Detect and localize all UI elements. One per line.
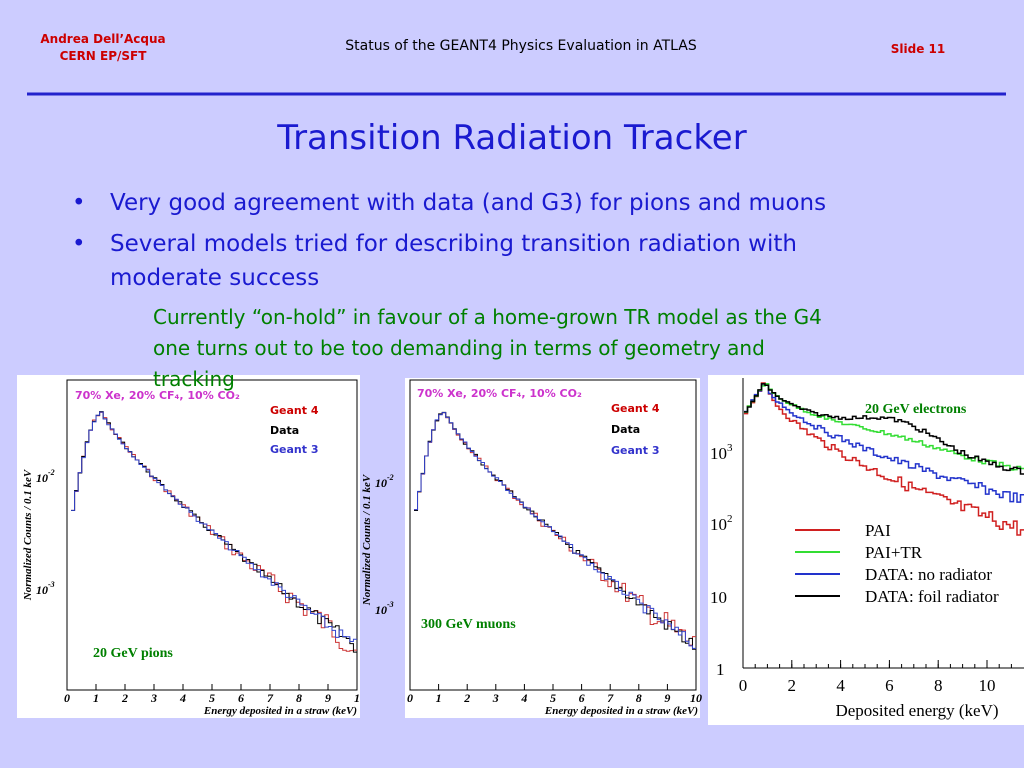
legend-entry: Geant 4 (611, 402, 660, 415)
bullet-dot: • (72, 231, 86, 257)
y-tick-label: 102 (710, 513, 733, 534)
x-tick-label: 4 (179, 691, 186, 705)
y-tick-label: 103 (710, 442, 733, 463)
x-tick-label: 10 (979, 676, 996, 695)
y-axis-label: Normalized Counts / 0.1 keV (22, 468, 34, 601)
note-line: tracking (153, 367, 235, 391)
x-tick-label: 0 (739, 676, 748, 695)
x-tick-label: 2 (463, 691, 470, 705)
plot-panel: 70% Xe, 20% CF₄, 10% CO₂ Geant 4 Data Ge… (361, 378, 702, 718)
x-tick-label: 6 (579, 691, 585, 705)
legend-entry: Data (270, 424, 299, 437)
bullet: Several models tried for describing tran… (110, 231, 797, 257)
y-tick-label: 1 (716, 660, 725, 679)
author: Andrea Dell’Acqua (40, 32, 165, 46)
legend-entry: Geant 4 (270, 404, 319, 417)
x-axis-label: Energy deposited in a straw (keV) (203, 705, 357, 717)
histogram (71, 411, 357, 643)
x-tick-label: 0 (64, 691, 70, 705)
x-tick-label: 8 (636, 691, 642, 705)
annotation: 20 GeV pions (93, 646, 173, 661)
x-tick-label: 10 (690, 691, 702, 705)
y-tick-label: 10-3 (375, 600, 394, 617)
legend-entry: DATA: no radiator (865, 565, 992, 584)
x-tick-label: 7 (267, 691, 274, 705)
x-tick-label: 3 (150, 691, 157, 705)
histogram (744, 382, 1024, 536)
annotation: 300 GeV muons (421, 617, 516, 632)
y-tick-label: 10-2 (36, 468, 55, 485)
x-tick-label: 7 (607, 691, 614, 705)
legend-entry: Geant 3 (270, 443, 319, 456)
y-tick-label: 10 (710, 588, 727, 607)
x-tick-label: 1 (354, 691, 360, 705)
x-tick-label: 2 (121, 691, 128, 705)
histogram (744, 383, 1024, 475)
note-line: one turns out to be too demanding in ter… (153, 336, 765, 360)
histogram (744, 383, 1024, 503)
header-title: Status of the GEANT4 Physics Evaluation … (345, 38, 697, 54)
x-tick-label: 5 (550, 691, 556, 705)
gas-label: 70% Xe, 20% CF₄, 10% CO₂ (417, 387, 582, 400)
x-axis-label: Energy deposited in a straw (keV) (544, 705, 698, 717)
x-tick-label: 9 (664, 691, 670, 705)
panel-bg (405, 378, 700, 718)
legend-entry: DATA: foil radiator (865, 587, 999, 606)
x-tick-label: 2 (788, 676, 797, 695)
x-tick-label: 4 (520, 691, 527, 705)
note-line: Currently “on-hold” in favour of a home-… (153, 305, 822, 329)
y-tick-label: 10-3 (36, 580, 55, 597)
legend-entry: PAI+TR (865, 543, 923, 562)
y-axis-label: Normalized Counts / 0.1 keV (361, 473, 373, 606)
legend-entry: PAI (865, 521, 891, 540)
gas-label: 70% Xe, 20% CF₄, 10% CO₂ (75, 389, 240, 402)
affiliation: CERN EP/SFT (60, 49, 148, 63)
x-tick-label: 4 (836, 676, 845, 695)
x-axis-label: Deposited energy (keV) (835, 701, 998, 720)
legend-entry: Geant 3 (611, 444, 660, 457)
x-tick-label: 1 (436, 691, 442, 705)
plot-panel: 70% Xe, 20% CF₄, 10% CO₂ Geant 4 Data Ge… (17, 375, 360, 718)
x-tick-label: 3 (492, 691, 499, 705)
bullet: moderate success (110, 265, 319, 291)
x-tick-label: 8 (296, 691, 302, 705)
legend-entry: Data (611, 423, 640, 436)
x-tick-label: 6 (238, 691, 244, 705)
annotation: 20 GeV electrons (865, 402, 967, 417)
histogram (414, 412, 696, 649)
slide-title: Transition Radiation Tracker (276, 118, 746, 158)
bullet: Very good agreement with data (and G3) f… (110, 190, 826, 216)
slide-number: Slide 11 (891, 42, 945, 56)
panel-bg (17, 375, 360, 718)
x-tick-label: 6 (885, 676, 894, 695)
x-tick-label: 1 (93, 691, 99, 705)
plot-panel: 103 102 10 1 Deposited energy (keV) 20 G… (708, 375, 1024, 725)
y-tick-label: 10-2 (375, 473, 394, 490)
bullet-dot: • (72, 190, 86, 216)
x-tick-label: 5 (209, 691, 215, 705)
x-tick-label: 9 (325, 691, 331, 705)
x-tick-label: 8 (934, 676, 943, 695)
x-tick-label: 0 (407, 691, 413, 705)
